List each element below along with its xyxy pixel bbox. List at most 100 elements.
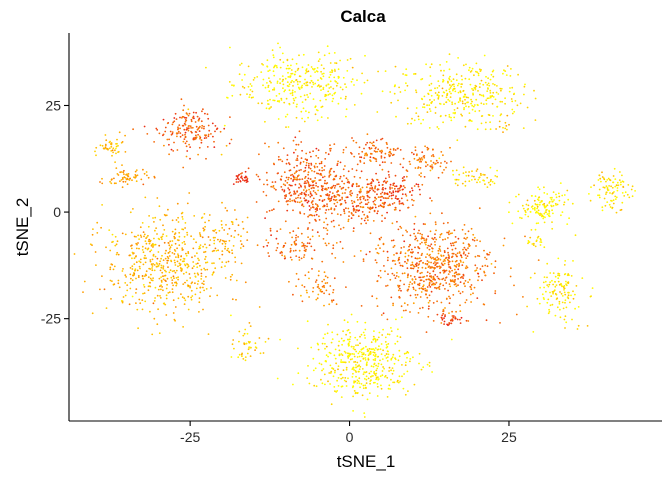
data-point	[167, 266, 169, 268]
data-point	[566, 223, 569, 226]
data-point	[548, 212, 550, 215]
data-point	[508, 90, 511, 93]
data-point	[334, 348, 337, 351]
data-point	[168, 248, 171, 250]
data-point	[317, 157, 320, 159]
data-point	[430, 63, 433, 66]
data-point	[348, 340, 351, 343]
data-point	[301, 300, 304, 303]
data-point	[104, 147, 106, 150]
data-point	[215, 128, 218, 131]
data-point	[443, 103, 445, 106]
data-point	[361, 368, 364, 370]
data-point	[184, 222, 187, 224]
data-point	[455, 169, 458, 172]
data-point	[272, 88, 274, 91]
data-point	[611, 186, 614, 189]
data-point	[330, 220, 333, 223]
data-point	[165, 314, 168, 316]
data-point	[419, 243, 422, 245]
data-point	[279, 82, 281, 85]
data-point	[389, 91, 392, 93]
data-point	[557, 280, 560, 283]
data-point	[151, 269, 154, 272]
data-point	[426, 275, 428, 277]
data-point	[181, 216, 184, 218]
data-point	[530, 229, 533, 231]
data-point	[338, 194, 341, 197]
data-point	[406, 199, 409, 202]
data-point	[464, 267, 467, 269]
data-point	[276, 230, 278, 233]
data-point	[304, 244, 307, 247]
data-point	[177, 216, 180, 219]
data-point	[289, 256, 292, 259]
data-point	[178, 244, 181, 247]
data-point	[416, 262, 418, 265]
data-point	[109, 279, 112, 282]
data-point	[329, 383, 331, 385]
data-point	[131, 268, 134, 270]
data-point	[278, 92, 281, 95]
data-point	[237, 178, 240, 181]
data-point	[380, 387, 383, 390]
data-point	[321, 369, 323, 372]
data-point	[333, 202, 336, 205]
data-point	[522, 127, 525, 129]
data-point	[558, 199, 561, 202]
data-point	[489, 183, 492, 186]
data-point	[486, 84, 489, 86]
data-point	[152, 253, 155, 256]
data-point	[243, 179, 246, 182]
data-point	[466, 101, 468, 104]
data-point	[418, 157, 421, 160]
data-point	[539, 244, 542, 246]
data-point	[420, 254, 423, 256]
data-point	[333, 354, 336, 357]
data-point	[454, 236, 457, 238]
data-point	[315, 182, 317, 185]
data-point	[483, 249, 485, 252]
data-point	[341, 354, 344, 356]
data-point	[246, 93, 248, 95]
data-point	[380, 205, 383, 208]
data-point	[429, 286, 432, 288]
data-point	[533, 272, 536, 275]
data-point	[308, 162, 310, 165]
data-point	[492, 83, 494, 85]
data-point	[442, 254, 445, 257]
data-point	[413, 185, 416, 187]
data-point	[450, 322, 453, 325]
data-point	[405, 175, 408, 178]
data-point	[331, 301, 333, 303]
data-point	[423, 95, 426, 98]
data-point	[201, 282, 204, 285]
data-point	[262, 191, 265, 193]
data-point	[563, 203, 565, 206]
data-point	[441, 314, 444, 317]
data-point	[313, 68, 315, 71]
data-point	[243, 343, 246, 345]
data-point	[148, 242, 151, 245]
data-point	[124, 151, 127, 153]
data-point	[324, 179, 326, 182]
data-point	[435, 159, 438, 162]
data-point	[333, 225, 336, 228]
data-point	[369, 187, 371, 190]
data-point	[459, 254, 462, 256]
data-point	[552, 272, 555, 274]
data-point	[204, 269, 207, 271]
data-point	[339, 161, 342, 164]
data-point	[362, 373, 365, 375]
data-point	[190, 289, 193, 292]
data-point	[338, 224, 340, 227]
data-point	[161, 286, 164, 288]
data-point	[339, 228, 342, 230]
data-point	[475, 245, 477, 247]
data-point	[406, 258, 409, 261]
data-point	[419, 296, 422, 298]
data-point	[397, 276, 400, 278]
data-point	[381, 202, 384, 205]
data-point	[443, 69, 445, 72]
data-point	[412, 302, 415, 305]
